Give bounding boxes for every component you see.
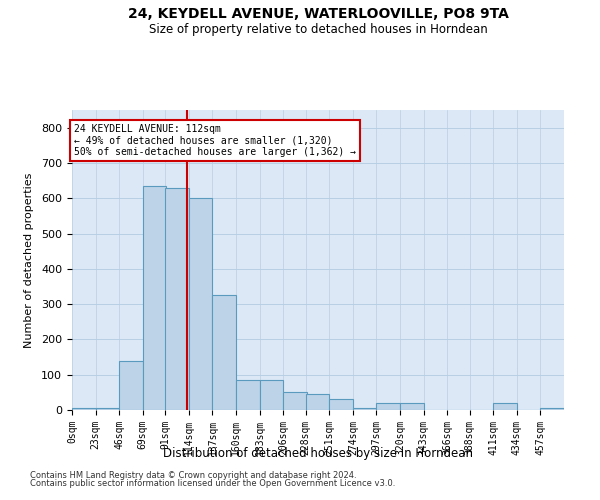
Bar: [493, 403, 517, 410]
Bar: [143, 186, 166, 410]
Bar: [353, 408, 376, 410]
Text: 24, KEYDELL AVENUE, WATERLOOVILLE, PO8 9TA: 24, KEYDELL AVENUE, WATERLOOVILLE, PO8 9…: [128, 8, 508, 22]
Text: Contains HM Land Registry data © Crown copyright and database right 2024.: Contains HM Land Registry data © Crown c…: [30, 471, 356, 480]
Bar: [119, 360, 143, 410]
Bar: [95, 408, 119, 410]
Bar: [72, 408, 95, 410]
Bar: [212, 296, 236, 410]
Bar: [165, 188, 189, 410]
Y-axis label: Number of detached properties: Number of detached properties: [24, 172, 34, 348]
Text: Contains public sector information licensed under the Open Government Licence v3: Contains public sector information licen…: [30, 478, 395, 488]
Bar: [400, 403, 424, 410]
Text: Size of property relative to detached houses in Horndean: Size of property relative to detached ho…: [149, 22, 487, 36]
Bar: [189, 198, 212, 410]
Bar: [236, 380, 260, 410]
Bar: [283, 392, 307, 410]
Bar: [541, 408, 564, 410]
Bar: [329, 400, 353, 410]
Bar: [376, 403, 400, 410]
Bar: [306, 394, 329, 410]
Text: 24 KEYDELL AVENUE: 112sqm
← 49% of detached houses are smaller (1,320)
50% of se: 24 KEYDELL AVENUE: 112sqm ← 49% of detac…: [74, 124, 356, 158]
Text: Distribution of detached houses by size in Horndean: Distribution of detached houses by size …: [163, 448, 473, 460]
Bar: [260, 380, 283, 410]
